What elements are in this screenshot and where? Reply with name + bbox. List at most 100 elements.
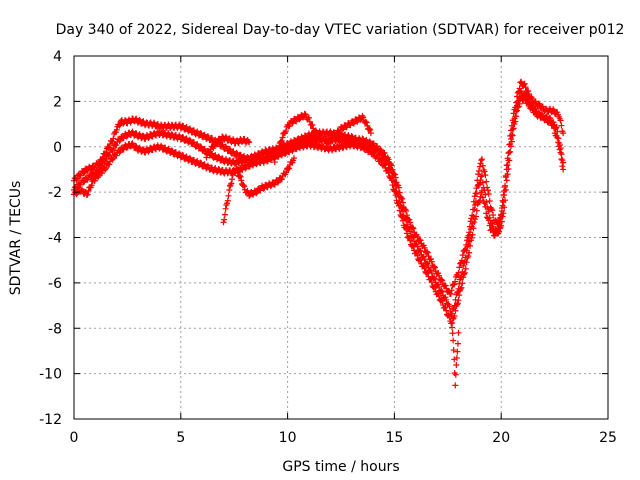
data-point xyxy=(454,301,461,308)
data-point xyxy=(451,312,458,319)
data-point xyxy=(300,136,307,143)
data-point xyxy=(547,117,554,124)
data-point xyxy=(150,119,157,126)
y-axis-label: SDTVAR / TECUs xyxy=(8,181,24,296)
data-point xyxy=(264,158,271,165)
data-point xyxy=(516,94,523,101)
data-point xyxy=(279,134,286,141)
data-point xyxy=(478,173,485,180)
data-point xyxy=(503,166,510,173)
data-point xyxy=(427,267,434,274)
data-point xyxy=(145,148,152,155)
data-point xyxy=(106,161,113,168)
data-point xyxy=(491,232,498,239)
data-point xyxy=(489,207,496,214)
data-point xyxy=(525,94,532,101)
y-tick-label: 2 xyxy=(53,94,62,110)
data-point xyxy=(236,172,243,179)
data-point xyxy=(222,205,229,212)
data-point xyxy=(282,150,289,157)
data-point xyxy=(302,111,309,118)
data-point xyxy=(396,207,403,214)
axis-ticks: 0 5 10 15 20 25 -12 -10 -8 -6 -4 -2 0 2 4 xyxy=(39,49,617,446)
data-point xyxy=(312,127,319,134)
data-point xyxy=(447,290,454,297)
data-point xyxy=(470,225,477,232)
data-point xyxy=(416,256,423,263)
data-point xyxy=(500,192,507,199)
data-point xyxy=(468,234,475,241)
data-point xyxy=(403,212,410,219)
data-point xyxy=(522,84,529,91)
data-point xyxy=(479,162,486,169)
data-point xyxy=(399,217,406,224)
data-point xyxy=(452,278,459,285)
data-point xyxy=(417,237,424,244)
data-point xyxy=(132,142,139,149)
data-point xyxy=(560,159,567,166)
data-point xyxy=(348,133,355,140)
data-point xyxy=(316,134,323,141)
data-point xyxy=(116,122,123,129)
data-point xyxy=(85,187,92,194)
data-point xyxy=(88,182,95,189)
data-point xyxy=(123,144,130,151)
data-point xyxy=(309,140,316,147)
chart-title: Day 340 of 2022, Sidereal Day-to-day VTE… xyxy=(56,22,625,38)
data-point xyxy=(278,138,285,145)
data-point xyxy=(514,98,521,105)
data-point xyxy=(296,116,303,123)
data-point xyxy=(197,130,204,137)
data-point xyxy=(424,260,431,267)
data-point xyxy=(285,165,292,172)
data-point xyxy=(455,297,462,304)
data-point xyxy=(377,150,384,157)
data-point xyxy=(399,199,406,206)
data-point xyxy=(482,203,489,210)
data-point xyxy=(370,149,377,156)
data-point xyxy=(84,191,91,198)
data-point xyxy=(499,197,506,204)
data-point xyxy=(463,259,470,266)
data-point xyxy=(245,138,252,145)
data-point xyxy=(486,198,493,205)
data-point xyxy=(461,271,468,278)
data-point xyxy=(555,139,562,146)
data-point xyxy=(197,143,204,150)
data-point xyxy=(403,207,410,214)
data-point xyxy=(476,181,483,188)
data-point xyxy=(366,125,373,132)
data-point xyxy=(313,128,320,135)
data-point xyxy=(481,200,488,207)
data-point xyxy=(253,154,260,161)
data-point xyxy=(80,179,87,186)
data-point xyxy=(560,166,567,173)
data-point xyxy=(510,119,517,126)
data-point xyxy=(253,161,260,168)
data-point xyxy=(274,149,281,156)
data-point xyxy=(483,178,490,185)
data-point xyxy=(274,179,281,186)
data-point xyxy=(431,263,438,270)
data-point xyxy=(206,148,213,155)
data-point xyxy=(554,134,561,141)
data-point xyxy=(555,143,562,150)
data-point xyxy=(452,382,459,389)
data-point xyxy=(535,100,542,107)
data-point xyxy=(486,222,493,229)
data-point xyxy=(229,176,236,183)
data-point xyxy=(197,159,204,166)
data-point xyxy=(225,192,232,199)
data-point xyxy=(469,231,476,238)
data-point xyxy=(339,126,346,133)
data-point xyxy=(438,276,445,283)
data-point xyxy=(348,139,355,146)
data-point xyxy=(455,329,462,336)
y-tick-label: -12 xyxy=(39,412,62,428)
data-point xyxy=(116,149,123,156)
data-point xyxy=(391,187,398,194)
data-point xyxy=(186,125,193,132)
data-point xyxy=(417,257,424,264)
data-point xyxy=(392,192,399,199)
data-point xyxy=(398,213,405,220)
